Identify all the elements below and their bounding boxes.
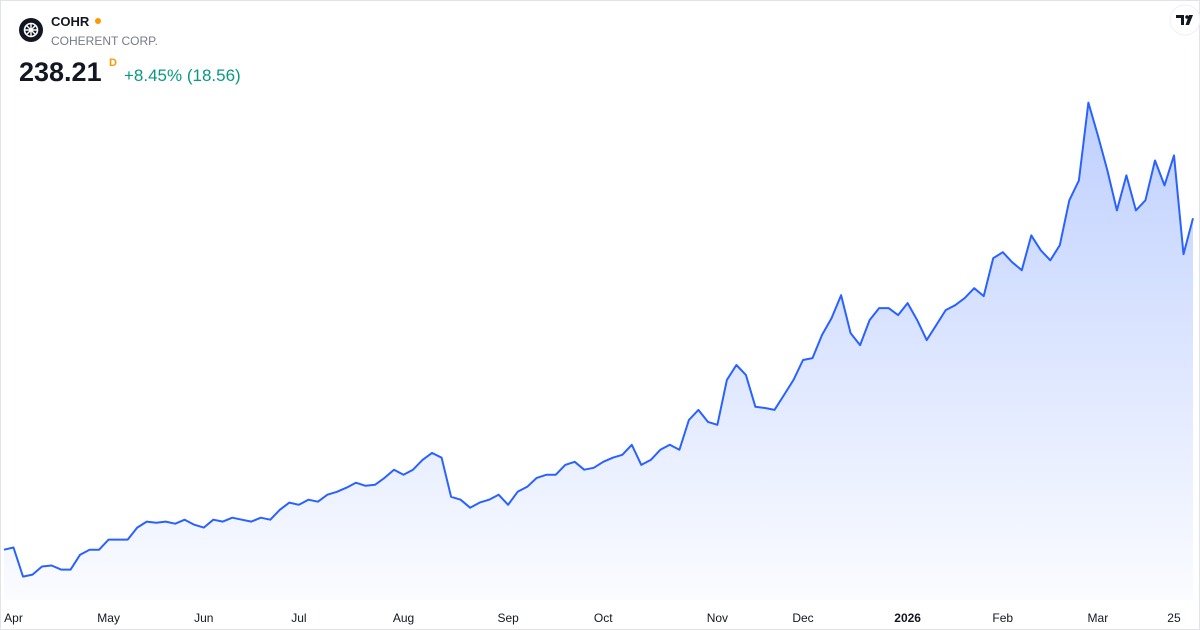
status-dot — [95, 18, 101, 24]
x-tick-label: Apr — [4, 611, 23, 625]
x-tick-label: Aug — [393, 611, 414, 625]
interval: D — [109, 57, 117, 69]
plot-area — [3, 101, 1194, 600]
symbol-icon — [19, 18, 43, 42]
x-tick-label: Jul — [291, 611, 306, 625]
x-tick-label: Nov — [707, 611, 728, 625]
company-name: COHERENT CORP. — [51, 34, 158, 48]
price: 238.21 — [19, 57, 102, 87]
x-tick-label: Jun — [194, 611, 213, 625]
x-tick-label: May — [97, 611, 120, 625]
price-line — [3, 101, 1194, 578]
x-tick-label: 2026 — [894, 611, 921, 625]
brand-logo — [1169, 4, 1200, 36]
x-tick-label: Sep — [497, 611, 519, 625]
x-tick-label: Dec — [792, 611, 813, 625]
x-tick-label: 25 — [1167, 611, 1181, 625]
x-tick-label: Oct — [594, 611, 613, 625]
change: +8.45% (18.56) — [124, 66, 241, 85]
x-tick-label: Mar — [1088, 611, 1109, 625]
symbol: COHR — [51, 14, 90, 29]
area-fill — [4, 102, 1193, 600]
x-tick-label: Feb — [992, 611, 1013, 625]
